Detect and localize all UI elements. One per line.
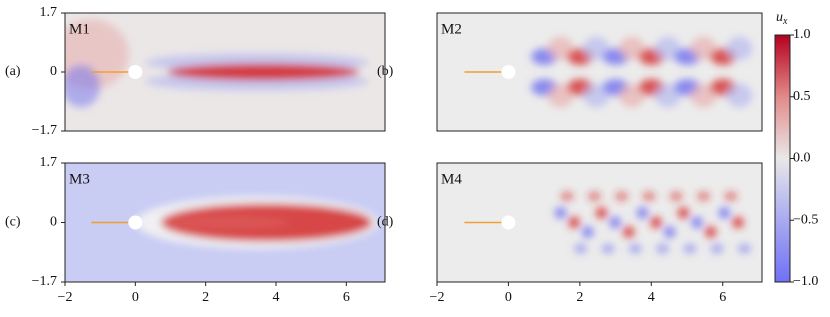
flow-structure [595,207,608,219]
flow-structure [683,243,697,254]
flow-structure [554,207,567,219]
field-pattern [135,196,379,249]
flow-structure [642,191,656,202]
x-tick-label: 0 [505,290,512,305]
flow-structure [628,243,642,254]
flow-structure [619,36,645,61]
panel-label: (a) [5,64,21,79]
panel-label: (b) [377,64,394,79]
flow-structure [609,216,621,229]
x-tick-label: 2 [576,290,583,305]
flow-structure [704,226,717,238]
y-tick-label: 0 [50,64,57,79]
flow-structure [587,191,601,202]
flow-structure [568,216,581,229]
cylinder [128,65,143,79]
flow-structure [710,243,724,254]
colorbar-label-main: u [776,10,783,25]
y-tick-label: −1.7 [32,123,57,138]
x-tick-label: 4 [648,290,655,305]
x-tick-label: 6 [719,290,726,305]
x-tick-label: 4 [272,290,279,305]
flow-structure [737,243,751,254]
x-tick-label: −2 [430,290,445,305]
flow-structure [690,83,717,108]
cylinder [501,65,516,79]
x-tick-label: −2 [58,290,73,305]
flow-structure [697,191,710,202]
colorbar-tick-label: −1.0 [793,274,818,289]
flow-structure [167,63,360,81]
cylinder [128,215,143,230]
x-tick-label: 0 [132,290,139,305]
flow-structure [547,36,574,61]
flow-structure [691,216,703,229]
panel-title: M3 [69,171,90,187]
flow-structure [724,191,738,202]
flow-structure [669,191,683,202]
flow-structure [656,243,670,254]
panel-label: (d) [377,215,394,230]
colorbar-tick-label: 0.5 [793,89,811,104]
cylinder [501,215,516,230]
flow-structure [650,216,662,229]
flow-structure [619,83,645,108]
colorbar-label-sub: x [782,16,788,27]
frame [436,162,763,283]
flow-structure [601,243,615,254]
panel-label: (c) [5,215,21,230]
field [65,163,385,282]
y-tick-label: 1.7 [40,155,58,170]
y-tick-label: 0 [50,215,57,230]
colorbar-label: ux [776,10,788,27]
flow-structure [718,207,731,219]
flow-structure [726,83,753,108]
colorbar-tick-label: −0.5 [793,212,818,227]
x-tick-label: 2 [202,290,209,305]
field-pattern [554,191,751,254]
y-tick-label: 1.7 [40,5,58,20]
flow-structure [654,83,681,108]
colorbar [774,34,791,283]
field-pattern [531,36,753,108]
flow-structure [574,243,588,254]
flow-structure [663,226,676,238]
flow-structure [622,226,635,238]
panel-title: M2 [441,21,462,37]
field [437,13,762,131]
flow-structure [583,36,610,61]
flow-structure [654,36,681,61]
flow-structure [677,207,690,219]
y-tick-label: −1.7 [32,274,57,289]
field [437,163,762,282]
flow-structure [161,215,289,230]
panel-title: M1 [69,21,90,37]
field [65,13,385,131]
colorbar-tick-label: 0.0 [793,151,811,166]
flow-structure [581,226,594,238]
frame [436,12,763,132]
flow-structure [690,36,717,61]
x-tick-label: 6 [343,290,350,305]
colorbar-tick-label: 1.0 [793,27,811,42]
flow-structure [726,36,753,61]
flow-structure [65,64,101,108]
flow-structure [547,83,574,108]
flow-structure [560,191,574,202]
panel-title: M4 [441,171,462,187]
flow-structure [732,216,744,229]
flow-structure [583,83,610,108]
flow-structure [636,207,649,219]
flow-structure [615,191,629,202]
